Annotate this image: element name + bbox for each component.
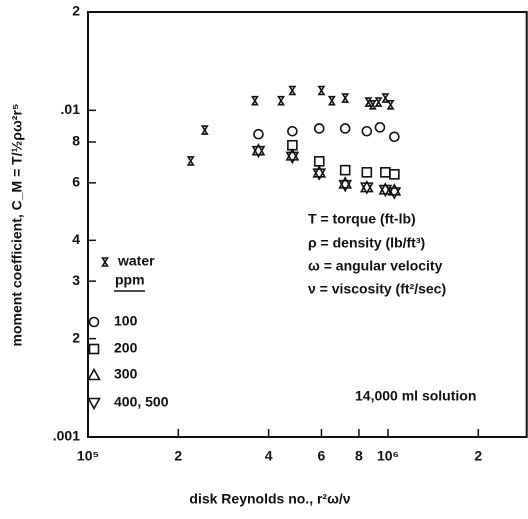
annotation: ω = angular velocity xyxy=(308,258,443,274)
legend-marker xyxy=(88,316,100,328)
data-point xyxy=(374,122,386,133)
y-tick-label: 2 xyxy=(72,3,80,19)
data-point xyxy=(338,176,353,189)
data-point xyxy=(361,167,373,178)
data-point xyxy=(374,97,383,107)
data-point xyxy=(287,125,298,137)
data-point xyxy=(186,156,195,166)
legend-heading: ppm xyxy=(115,272,145,288)
data-point xyxy=(251,143,266,156)
y-tick-label: .01 xyxy=(61,101,81,117)
data-point xyxy=(277,95,285,106)
annotation: ν = viscosity (ft²/sec) xyxy=(308,281,446,297)
data-point xyxy=(389,131,400,143)
data-point xyxy=(317,85,326,96)
data-point xyxy=(313,123,325,134)
data-point xyxy=(378,182,393,195)
legend-label: 300 xyxy=(114,366,138,382)
data-point xyxy=(368,99,377,110)
annotation: 14,000 ml solution xyxy=(355,388,476,404)
y-tick-label: 8 xyxy=(72,133,80,149)
data-point xyxy=(341,93,350,103)
data-point xyxy=(251,145,266,159)
data-point xyxy=(364,97,373,107)
legend-marker xyxy=(88,343,100,355)
data-point xyxy=(338,179,353,193)
plot-frame xyxy=(87,11,528,438)
data-point xyxy=(312,165,327,178)
legend-label: water xyxy=(117,253,155,269)
data-point xyxy=(200,125,209,135)
data-point xyxy=(327,95,336,106)
annotation: ρ = density (lb/ft³) xyxy=(308,235,425,251)
data-point xyxy=(386,99,395,110)
legend-label: 100 xyxy=(114,313,138,329)
x-tick-label: 10⁶ xyxy=(377,448,399,464)
y-tick-label: 4 xyxy=(72,231,80,247)
x-tick-label: 6 xyxy=(318,448,326,464)
data-point xyxy=(387,187,402,200)
data-point xyxy=(361,125,373,137)
legend-label: 200 xyxy=(114,340,138,356)
y-tick-label: 6 xyxy=(72,174,80,190)
data-point xyxy=(387,183,402,196)
data-point xyxy=(339,164,351,176)
data-point xyxy=(288,85,297,96)
data-point xyxy=(378,184,393,198)
data-point xyxy=(253,128,264,140)
data-point xyxy=(250,95,259,106)
x-axis-label: disk Reynolds no., r²ω/ν xyxy=(189,491,350,507)
data-point xyxy=(285,148,300,161)
x-tick-label: 2 xyxy=(174,448,182,464)
data-point xyxy=(359,182,374,195)
y-tick-label: 2 xyxy=(72,329,80,345)
legend-marker xyxy=(87,367,101,381)
data-point xyxy=(389,169,400,180)
data-point xyxy=(313,156,325,167)
x-tick-label: 10⁵ xyxy=(77,448,99,464)
x-tick-label: 4 xyxy=(265,448,273,464)
data-point xyxy=(285,151,300,165)
y-tick-label: 3 xyxy=(72,272,80,288)
x-tick-label: 2 xyxy=(474,448,482,464)
legend-marker xyxy=(101,257,109,267)
data-point xyxy=(339,123,351,134)
y-tick-label: .001 xyxy=(53,428,80,444)
legend-label: 400, 500 xyxy=(114,394,169,410)
data-point xyxy=(380,167,391,178)
data-point xyxy=(381,93,390,103)
annotation: T = torque (ft-lb) xyxy=(308,211,416,227)
data-point xyxy=(312,168,327,181)
y-axis-label: moment coefficient, C_M = T/½ρω²r⁵ xyxy=(9,104,25,347)
legend-marker xyxy=(87,397,101,411)
x-tick-label: 8 xyxy=(355,448,363,464)
